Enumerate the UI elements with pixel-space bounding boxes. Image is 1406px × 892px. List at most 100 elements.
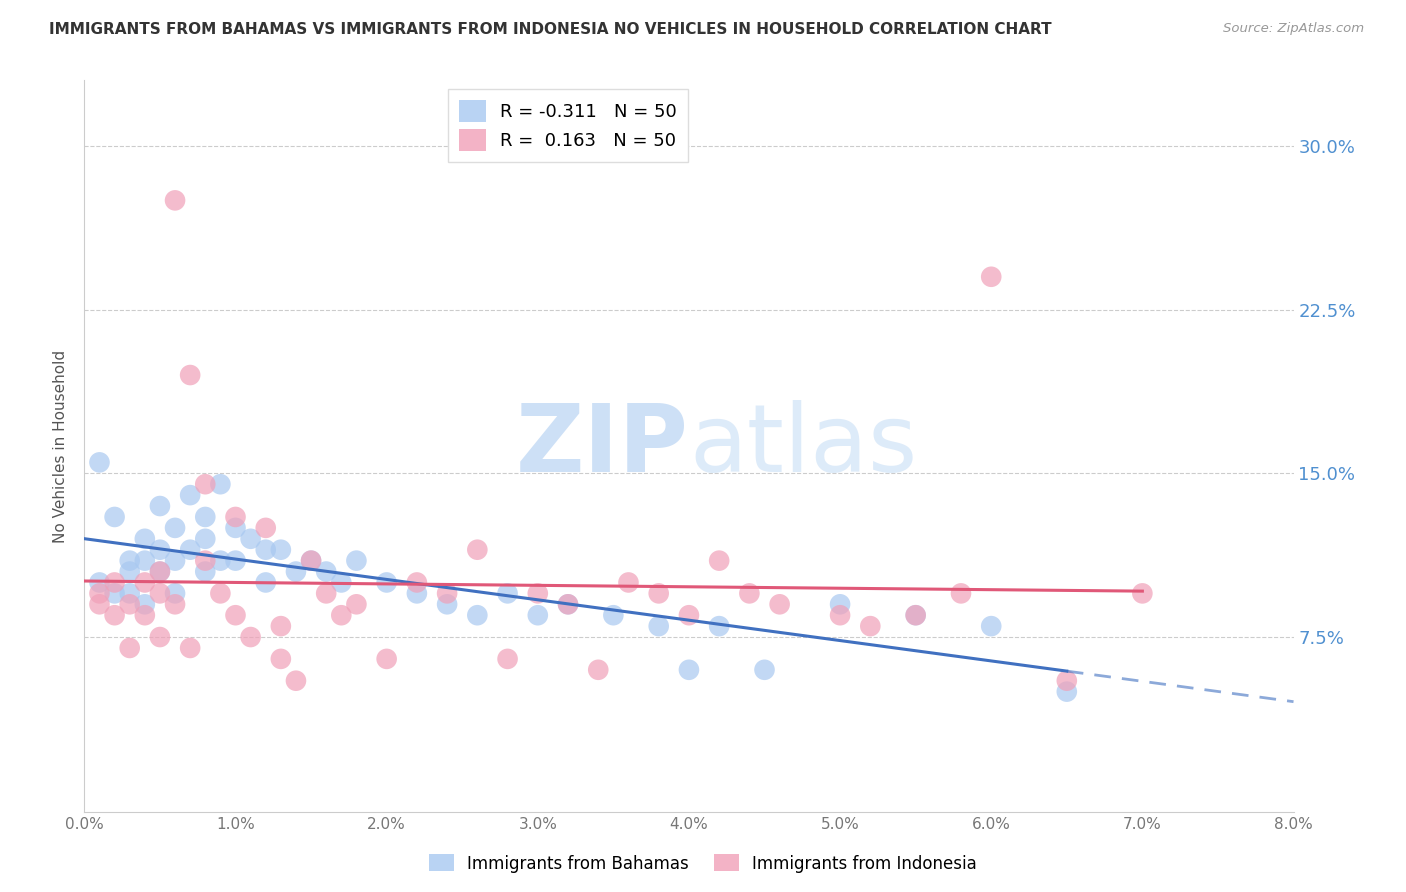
Point — [436, 586, 458, 600]
Point — [104, 575, 127, 590]
Point — [165, 586, 187, 600]
Point — [1132, 586, 1154, 600]
Point — [104, 586, 127, 600]
Point — [738, 586, 761, 600]
Point — [648, 619, 671, 633]
Point — [225, 521, 247, 535]
Point — [709, 554, 731, 568]
Point — [315, 565, 337, 579]
Point — [179, 542, 201, 557]
Text: Source: ZipAtlas.com: Source: ZipAtlas.com — [1223, 22, 1364, 36]
Point — [617, 575, 640, 590]
Point — [165, 521, 187, 535]
Point — [225, 608, 247, 623]
Point — [830, 597, 852, 611]
Point — [330, 575, 353, 590]
Point — [149, 542, 172, 557]
Point — [239, 630, 262, 644]
Point — [904, 608, 927, 623]
Point — [980, 269, 1002, 284]
Point — [375, 652, 398, 666]
Point — [285, 673, 308, 688]
Point — [830, 608, 852, 623]
Point — [209, 554, 232, 568]
Point — [134, 597, 156, 611]
Point — [149, 565, 172, 579]
Point — [467, 542, 489, 557]
Point — [89, 597, 111, 611]
Point — [165, 554, 187, 568]
Point — [239, 532, 262, 546]
Point — [194, 532, 217, 546]
Point — [194, 510, 217, 524]
Point — [179, 640, 201, 655]
Point — [904, 608, 927, 623]
Point — [467, 608, 489, 623]
Point — [299, 554, 322, 568]
Point — [254, 521, 277, 535]
Point — [149, 565, 172, 579]
Point — [346, 597, 368, 611]
Point — [527, 586, 550, 600]
Point — [588, 663, 610, 677]
Point — [496, 652, 519, 666]
Point — [557, 597, 579, 611]
Y-axis label: No Vehicles in Household: No Vehicles in Household — [53, 350, 69, 542]
Point — [118, 597, 141, 611]
Point — [754, 663, 776, 677]
Point — [980, 619, 1002, 633]
Point — [225, 510, 247, 524]
Point — [134, 554, 156, 568]
Point — [1056, 684, 1078, 698]
Point — [134, 532, 156, 546]
Point — [330, 608, 353, 623]
Point — [225, 554, 247, 568]
Point — [149, 586, 172, 600]
Point — [299, 554, 322, 568]
Point — [859, 619, 882, 633]
Point — [134, 608, 156, 623]
Point — [209, 586, 232, 600]
Point — [496, 586, 519, 600]
Point — [270, 652, 292, 666]
Point — [285, 565, 308, 579]
Text: IMMIGRANTS FROM BAHAMAS VS IMMIGRANTS FROM INDONESIA NO VEHICLES IN HOUSEHOLD CO: IMMIGRANTS FROM BAHAMAS VS IMMIGRANTS FR… — [49, 22, 1052, 37]
Point — [149, 499, 172, 513]
Point — [602, 608, 624, 623]
Point — [89, 575, 111, 590]
Point — [557, 597, 579, 611]
Text: ZIP: ZIP — [516, 400, 689, 492]
Point — [194, 477, 217, 491]
Point — [89, 455, 111, 469]
Point — [104, 510, 127, 524]
Point — [254, 575, 277, 590]
Point — [375, 575, 398, 590]
Point — [406, 575, 429, 590]
Point — [209, 477, 232, 491]
Point — [165, 194, 187, 208]
Point — [179, 488, 201, 502]
Point — [950, 586, 973, 600]
Point — [149, 630, 172, 644]
Point — [1056, 673, 1078, 688]
Point — [436, 597, 458, 611]
Point — [270, 619, 292, 633]
Point — [527, 608, 550, 623]
Point — [678, 663, 700, 677]
Point — [165, 597, 187, 611]
Point — [104, 608, 127, 623]
Point — [678, 608, 700, 623]
Point — [179, 368, 201, 382]
Point — [194, 554, 217, 568]
Point — [134, 575, 156, 590]
Point — [709, 619, 731, 633]
Point — [769, 597, 792, 611]
Point — [118, 640, 141, 655]
Point — [346, 554, 368, 568]
Point — [648, 586, 671, 600]
Point — [194, 565, 217, 579]
Text: atlas: atlas — [689, 400, 917, 492]
Point — [315, 586, 337, 600]
Point — [270, 542, 292, 557]
Legend: Immigrants from Bahamas, Immigrants from Indonesia: Immigrants from Bahamas, Immigrants from… — [422, 847, 984, 880]
